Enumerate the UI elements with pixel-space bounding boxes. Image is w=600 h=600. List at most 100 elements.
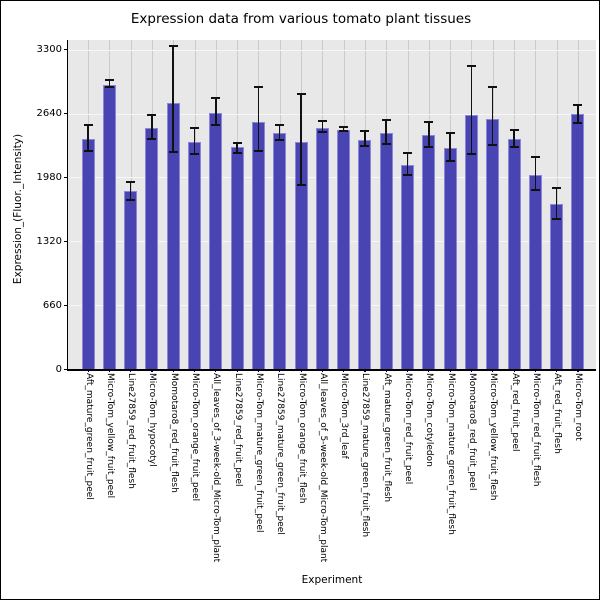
x-tick-label: Micro-Tom_mature_green_fruit_peel [253, 373, 264, 533]
error-bar-stem [151, 115, 153, 140]
x-tick-label: Micro-Tom_orange_fruit_peel [190, 373, 200, 502]
x-tick-label: Micro-Tom_root [573, 373, 584, 441]
error-bar-cap [488, 143, 498, 146]
error-bar-cap [190, 127, 199, 130]
bar [337, 129, 351, 369]
x-tick-label: Micro-Tom_red_fruit_peel [403, 373, 413, 485]
error-bar-stem [406, 153, 409, 176]
h-gridline [68, 177, 596, 179]
bar [209, 112, 223, 369]
bar [486, 118, 500, 369]
x-tick [108, 369, 110, 372]
error-bar-cap [466, 153, 476, 156]
bar [145, 127, 159, 369]
x-tick-label: Micro-Tom_hypocotyl [147, 373, 158, 467]
x-tick [449, 369, 451, 372]
x-tick-label: Momotaro8_red_fruit_flesh [168, 373, 179, 493]
x-tick [321, 369, 323, 372]
error-bar-cap [445, 160, 455, 163]
error-bar-cap [253, 86, 263, 89]
bar [124, 191, 138, 369]
y-tick [64, 304, 68, 306]
x-tick-label: Aft_mature_green_fruit_flesh [381, 373, 392, 503]
error-bar-stem [257, 87, 260, 152]
x-tick [87, 369, 89, 372]
y-tick-label: 3300 [36, 44, 62, 56]
error-bar-stem [87, 125, 89, 152]
bar [401, 165, 414, 369]
error-bar-stem [342, 126, 345, 132]
error-bar-cap [211, 123, 221, 126]
error-bar-cap [466, 64, 476, 67]
h-gridline [68, 49, 596, 51]
bar [102, 84, 116, 369]
error-bar-cap [147, 114, 157, 117]
x-axis-label: Experiment [301, 574, 363, 586]
y-tick [64, 240, 68, 242]
bar [358, 139, 372, 369]
error-bar-cap [552, 218, 562, 220]
bar [379, 133, 393, 369]
x-axis-spine [66, 369, 596, 371]
error-bar-stem [577, 104, 579, 123]
bar [507, 138, 521, 369]
x-tick-label: Aft_red_fruit_flesh [552, 373, 563, 454]
error-bar-stem [534, 157, 537, 191]
x-tick [534, 369, 536, 372]
bar [571, 114, 585, 369]
bar [443, 148, 457, 369]
error-bar-cap [509, 128, 519, 131]
error-bar-cap [211, 96, 221, 99]
x-tick [257, 369, 260, 372]
error-bar-cap [190, 153, 199, 156]
h-gridline [68, 113, 596, 115]
bar [422, 135, 436, 369]
y-tick [64, 176, 68, 179]
x-tick-label: Micro-Tom_orange_fruit_flesh [296, 373, 307, 504]
error-bar-stem [300, 93, 302, 185]
x-tick-label: Micro-Tom_3rd_leaf [339, 373, 350, 459]
x-tick-label: Micro-Tom_mature_green_fruit_flesh [445, 373, 456, 535]
error-bar-stem [236, 142, 238, 154]
y-tick-label: 1320 [36, 235, 62, 247]
error-bar-cap [360, 144, 370, 147]
x-tick [513, 369, 515, 372]
error-bar-cap [509, 146, 519, 149]
error-bar-cap [232, 141, 242, 144]
error-bar-cap [424, 145, 434, 148]
x-tick-label: Micro-Tom_cotyledon [424, 373, 435, 467]
error-bar-stem [129, 182, 132, 201]
error-bar-cap [317, 120, 327, 123]
error-bar-stem [364, 131, 366, 146]
x-tick [343, 369, 345, 372]
error-bar-stem [513, 129, 515, 148]
x-tick [215, 369, 217, 372]
bar [528, 174, 542, 369]
error-bar-cap [253, 150, 263, 153]
error-bar-cap [360, 130, 370, 133]
y-tick [64, 368, 68, 370]
error-bar-stem [385, 120, 387, 145]
x-tick-label: Line27859_red_fruit_peel [232, 373, 243, 487]
bar [273, 132, 287, 369]
error-bar-cap [445, 132, 455, 135]
error-bar-cap [339, 130, 349, 133]
error-bar-stem [321, 121, 324, 133]
error-bar-cap [275, 124, 285, 127]
error-bar-cap [381, 143, 391, 146]
error-bar-stem [108, 80, 111, 88]
x-tick-label: All_leaves_of_3-week-old_Micro-Tom_plant [211, 373, 222, 563]
x-tick-label: All_leaves_of_5-week-old_Micro-Tom_plant [317, 373, 328, 563]
error-bar-cap [317, 131, 327, 134]
error-bar-cap [104, 86, 114, 89]
error-bar-cap [83, 150, 93, 153]
bar [230, 147, 244, 369]
x-tick [556, 369, 558, 372]
y-tick-label: 2640 [36, 108, 62, 120]
h-gridline [68, 241, 596, 243]
x-tick [364, 369, 366, 372]
y-tick-label: 0 [55, 363, 62, 375]
x-tick [172, 369, 174, 372]
x-tick-label: Line27859_mature_green_fruit_peel [275, 373, 286, 535]
